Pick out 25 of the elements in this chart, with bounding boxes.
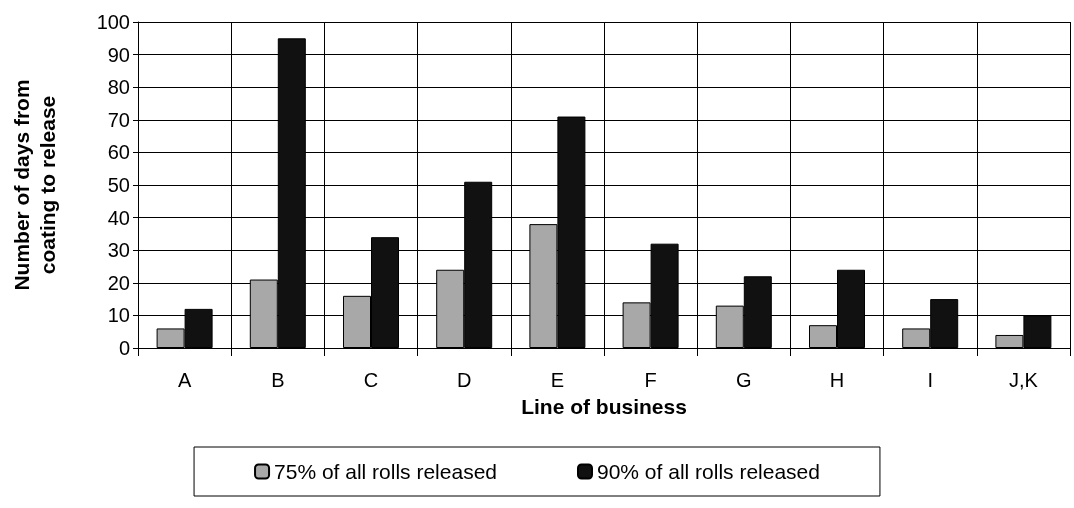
x-tick-label: D bbox=[456, 369, 472, 391]
x-tick-label: I bbox=[927, 369, 933, 391]
x-tick-label: B bbox=[271, 369, 285, 391]
x-tick-label: H bbox=[829, 369, 845, 391]
y-tick-label: 20 bbox=[107, 271, 130, 294]
y-tick-label: 90 bbox=[107, 43, 130, 66]
x-tick-label: F bbox=[644, 369, 657, 391]
x-tick-label: G bbox=[736, 369, 752, 391]
y-tick-label: 70 bbox=[107, 108, 130, 131]
y-tick-label: 40 bbox=[107, 206, 130, 229]
x-tick-label: A bbox=[177, 369, 192, 391]
y-tick-label: 80 bbox=[107, 76, 130, 99]
x-tick-label: E bbox=[550, 369, 565, 391]
legend-label: 75% of all rolls released bbox=[274, 460, 497, 483]
x-tick-label: J,K bbox=[1008, 369, 1039, 391]
y-tick-label: 60 bbox=[107, 141, 130, 164]
x-axis-title: Line of business bbox=[521, 395, 687, 418]
legend-label: 90% of all rolls released bbox=[597, 460, 820, 483]
y-tick-label: 30 bbox=[107, 239, 130, 262]
y-tick-label: 10 bbox=[107, 304, 130, 327]
y-tick-label: 100 bbox=[96, 11, 130, 33]
x-tick-label: C bbox=[363, 369, 379, 391]
y-tick-label: 0 bbox=[118, 337, 130, 359]
y-tick-label: 50 bbox=[107, 174, 130, 196]
y-axis-title: Number of days from coating to release bbox=[9, 79, 59, 291]
